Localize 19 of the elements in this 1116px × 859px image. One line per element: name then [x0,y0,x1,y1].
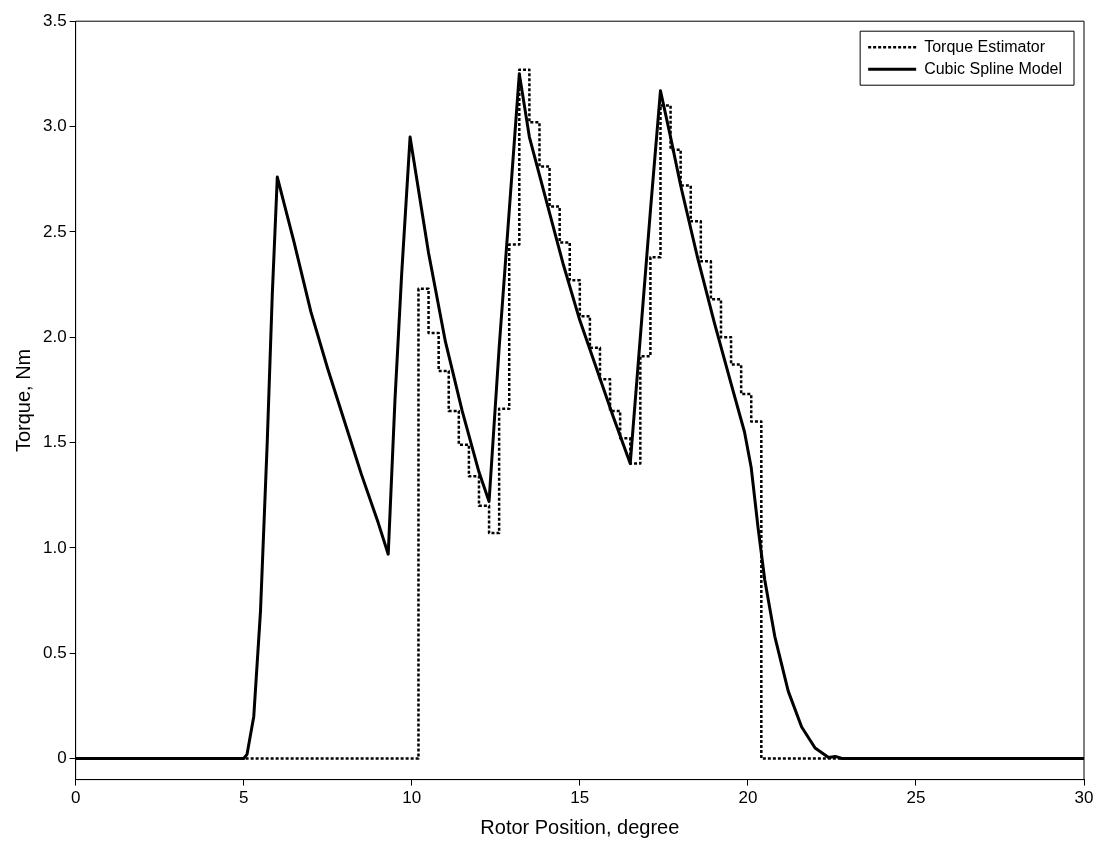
x-tick-label: 0 [70,788,81,808]
x-tick-label: 5 [238,788,249,808]
y-tick-label: 2.5 [42,221,67,241]
y-tick-label: 0.5 [42,642,67,662]
x-tick-label: 20 [738,788,758,808]
x-tick-label: 10 [402,788,422,808]
y-tick-label: 3.0 [42,116,67,136]
y-tick-label: 3.5 [42,10,67,30]
y-tick-label: 0 [57,748,67,768]
x-tick-label: 15 [570,788,590,808]
y-tick-label: 1.5 [42,432,67,452]
y-tick-label: 1.0 [42,537,67,557]
legend-label: Cubic Spline Model [924,59,1063,77]
y-axis-title: Torque, Nm [11,348,34,453]
legend-label: Torque Estimator [924,37,1046,55]
x-tick-label: 30 [1074,788,1094,808]
x-axis-title: Rotor Position, degree [480,815,680,838]
y-tick-label: 2.0 [42,326,67,346]
x-tick-label: 25 [906,788,926,808]
